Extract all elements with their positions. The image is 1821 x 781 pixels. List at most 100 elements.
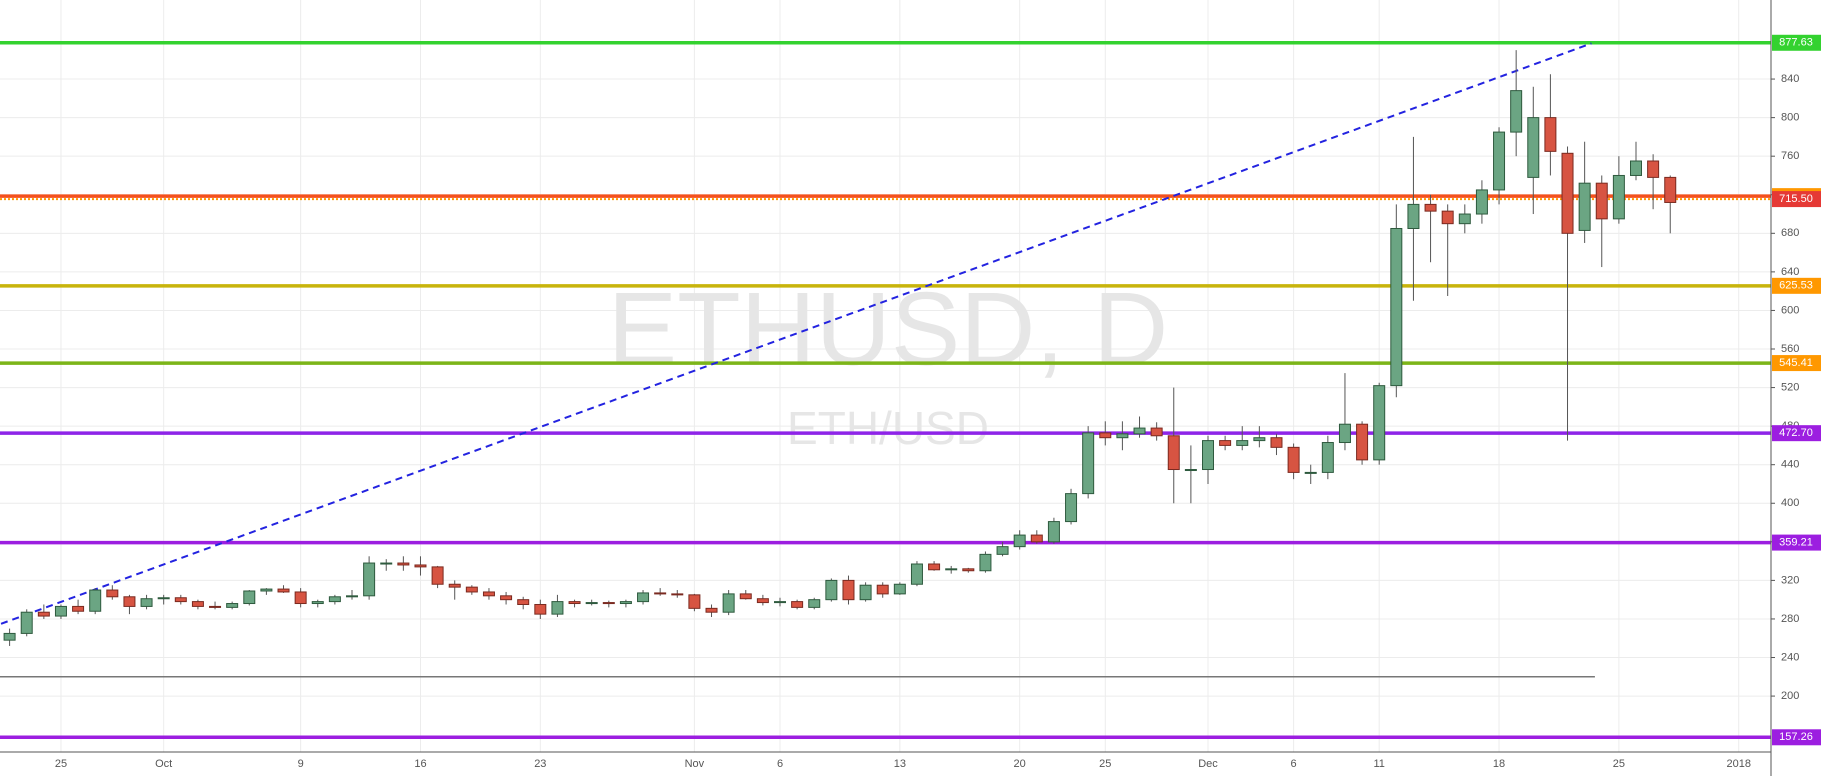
candle-body xyxy=(1099,432,1112,439)
candle-body xyxy=(825,579,838,601)
candle-body xyxy=(328,596,341,603)
candle-body xyxy=(1407,203,1420,229)
x-tick-label: 6 xyxy=(1291,758,1297,770)
candle-body xyxy=(585,602,598,605)
y-tick-label: 800 xyxy=(1781,112,1799,124)
y-tick-label: 320 xyxy=(1781,574,1799,586)
candle-body xyxy=(1082,432,1095,495)
candle-body xyxy=(397,562,410,566)
level-label: 877.63 xyxy=(1779,37,1813,49)
candle-body xyxy=(1253,437,1266,442)
candle-body xyxy=(226,603,239,608)
candle-body xyxy=(89,589,102,612)
grid-layer xyxy=(0,0,1771,752)
y-tick-label: 520 xyxy=(1781,381,1799,393)
x-tick-label: Oct xyxy=(155,758,172,770)
candle-body xyxy=(260,588,273,592)
candle-body xyxy=(1338,423,1351,444)
candle-body xyxy=(1236,440,1249,446)
watermark-title: ETHUSD, D xyxy=(608,271,1168,387)
x-tick-label: 18 xyxy=(1493,758,1505,770)
candle-body xyxy=(106,589,119,598)
candle-body xyxy=(1544,117,1557,152)
candle-body xyxy=(1441,210,1454,225)
y-tick-label: 560 xyxy=(1781,343,1799,355)
candle-body xyxy=(842,579,855,601)
y-tick-label: 280 xyxy=(1781,613,1799,625)
candle-body xyxy=(517,599,530,605)
level-label-box xyxy=(1772,355,1821,372)
candle-body xyxy=(1304,471,1317,474)
candle-body xyxy=(1373,385,1386,461)
candle-body xyxy=(1578,182,1591,231)
y-tick-label: 680 xyxy=(1781,227,1799,239)
candle-body xyxy=(1133,427,1146,435)
candle-body xyxy=(791,601,804,608)
y-tick-label: 760 xyxy=(1781,150,1799,162)
candle-body xyxy=(945,568,958,571)
candle-body xyxy=(157,597,170,600)
candle-body xyxy=(996,546,1009,555)
x-tick-label: 25 xyxy=(55,758,67,770)
candle-body xyxy=(739,593,752,600)
candle-body xyxy=(448,583,461,588)
candle-body xyxy=(123,596,136,607)
candle-body xyxy=(1475,189,1488,215)
candle-body xyxy=(37,611,50,617)
x-tick-label: 11 xyxy=(1373,758,1384,770)
candle-body xyxy=(3,632,16,641)
level-label-box xyxy=(1772,191,1821,208)
candle-body xyxy=(602,602,615,605)
level-label-box xyxy=(1772,729,1821,746)
candle-body xyxy=(54,605,67,617)
candle-body xyxy=(1202,440,1214,471)
y-tick-label: 840 xyxy=(1781,73,1799,85)
y-tick-label: 440 xyxy=(1781,459,1799,471)
y-tick-label: 400 xyxy=(1781,497,1799,509)
candle-body xyxy=(1356,423,1369,461)
candle-body xyxy=(1595,182,1608,220)
candle-body xyxy=(1493,131,1506,191)
y-tick-label: 200 xyxy=(1781,690,1799,702)
candle-body xyxy=(191,601,204,607)
candle-body xyxy=(962,568,975,572)
level-label-box xyxy=(1772,534,1821,551)
candle-body xyxy=(1167,435,1180,471)
candle-body xyxy=(928,563,941,571)
candle-body xyxy=(311,601,324,605)
candle-body xyxy=(1527,117,1540,178)
marks-layer xyxy=(0,41,1771,740)
candle-body xyxy=(1424,203,1437,212)
candle-body xyxy=(534,603,547,615)
candle-body xyxy=(294,591,307,605)
candle-body xyxy=(140,598,153,607)
candle-body xyxy=(1184,469,1197,472)
candle-body xyxy=(893,583,906,595)
x-tick-label: 13 xyxy=(894,758,906,770)
candle-body xyxy=(1219,440,1232,446)
candle-body xyxy=(1630,160,1642,176)
candle-body xyxy=(1287,446,1300,473)
candle-body xyxy=(1150,427,1163,437)
x-tick-label: 6 xyxy=(777,758,783,770)
candle-body xyxy=(277,588,290,593)
candle-body xyxy=(465,586,478,593)
y-tick-label: 240 xyxy=(1781,651,1799,663)
candle-body xyxy=(1612,174,1625,220)
candle-body xyxy=(1510,90,1523,133)
candle-body xyxy=(876,584,889,595)
candle-body xyxy=(380,562,393,565)
candle-body xyxy=(1664,176,1677,203)
candle-body xyxy=(1065,493,1078,523)
watermark-subtitle: ETH/USD xyxy=(787,402,989,454)
candle-body xyxy=(619,601,632,605)
x-tick-label: 9 xyxy=(298,758,304,770)
candle-body xyxy=(859,584,872,601)
level-label: 715.50 xyxy=(1779,193,1813,205)
candle-body xyxy=(1116,433,1129,439)
candle-body xyxy=(174,597,187,603)
candle-body xyxy=(1321,442,1334,473)
x-tick-label: 2018 xyxy=(1726,758,1750,770)
candle-body xyxy=(1647,160,1660,178)
